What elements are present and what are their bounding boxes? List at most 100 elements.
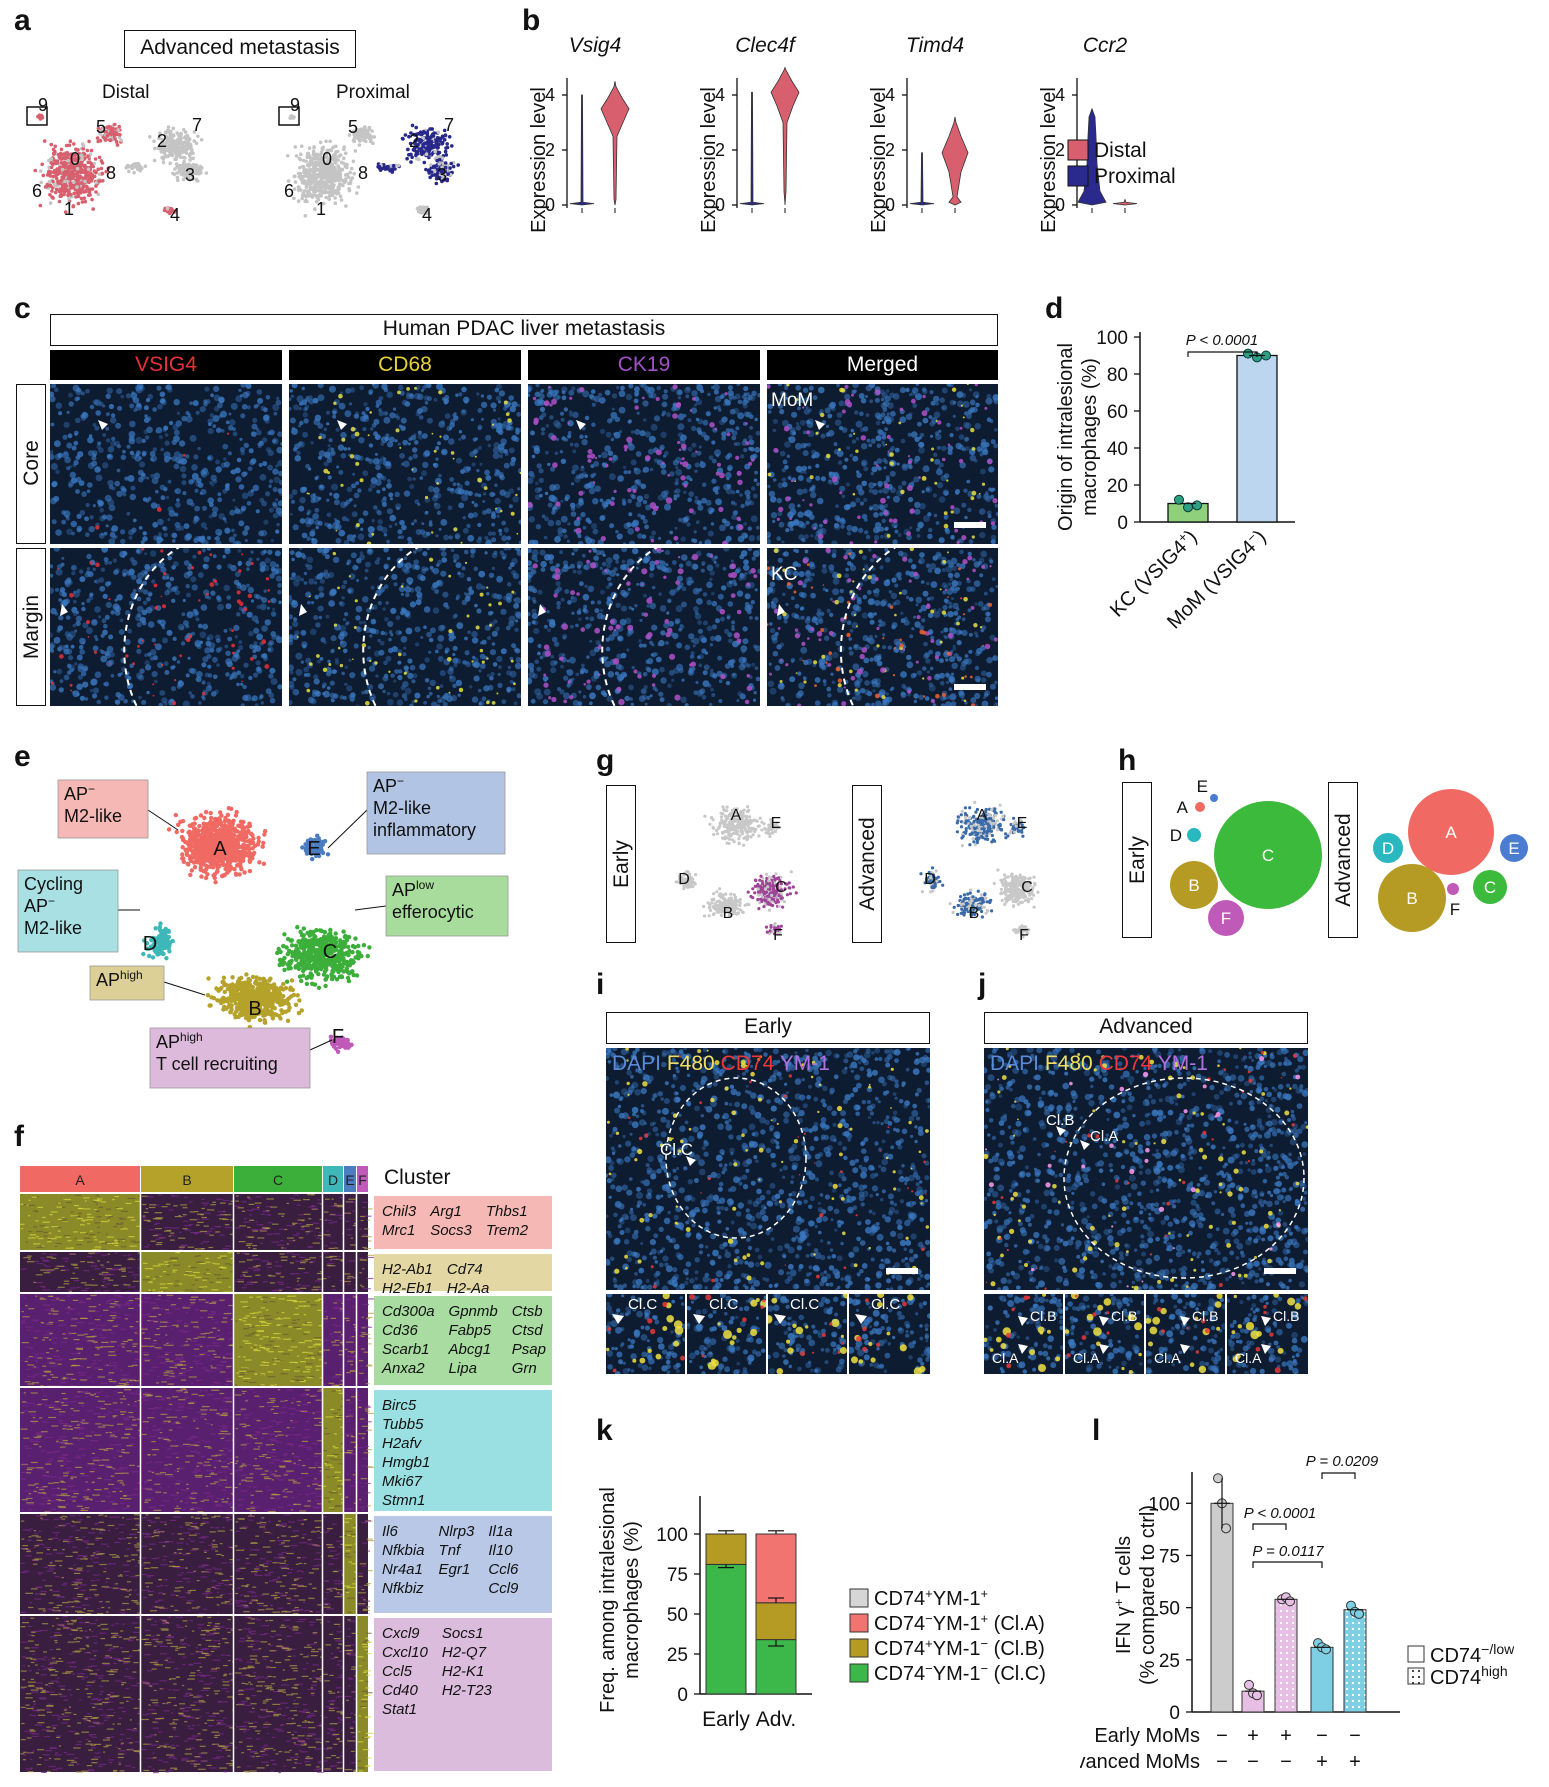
nucleus [374,452,378,456]
umap-cell [168,129,173,134]
umap-cell [114,139,119,144]
nucleus [400,425,406,431]
nucleus [884,460,889,465]
nucleus [711,478,717,484]
nucleus [734,393,741,400]
nucleus [882,431,887,437]
nucleus [129,557,135,562]
stain [809,475,814,480]
nucleus [228,412,232,416]
stain [438,390,443,395]
umap-cell [299,152,303,156]
stain [569,396,573,400]
stain [661,461,665,465]
stain [849,541,854,544]
stain [673,535,679,541]
nucleus [81,412,89,419]
umap-cell [338,194,343,199]
nucleus [205,640,212,647]
stain [160,595,163,598]
nucleus [261,653,268,659]
nucleus [754,446,760,453]
nucleus [146,416,152,421]
nucleus [480,401,488,409]
umap-cell [96,192,101,197]
umap-cell [409,160,413,164]
umap-cell [65,188,70,193]
umap-cell [83,163,87,168]
nucleus [75,417,81,424]
nucleus [555,437,559,441]
nucleus [258,441,264,447]
nucleus [89,592,94,597]
umap-cell [53,190,58,195]
nucleus [750,515,758,523]
nucleus [189,434,197,442]
nucleus [355,605,363,613]
umap-cell [119,138,123,143]
stain [241,553,244,556]
nucleus [301,532,308,539]
nucleus [673,489,678,494]
umap-cell [82,196,87,200]
stain [736,470,742,476]
stain [505,412,510,416]
stain [318,435,322,440]
nucleus [740,503,745,509]
nucleus [380,441,385,446]
nucleus [508,426,512,430]
nucleus [452,482,457,486]
nucleus [412,453,418,459]
umap-cell [113,122,117,127]
nucleus [113,569,119,575]
stain [981,482,986,486]
nucleus [102,629,108,636]
umap-cell [177,167,182,171]
nucleus [553,420,561,427]
nucleus [258,462,263,468]
umap-cell [61,164,65,168]
nucleus [884,427,888,431]
nucleus [234,508,241,514]
nucleus [443,398,449,404]
nucleus [314,519,320,526]
umap-cell [456,163,460,167]
nucleus [169,420,174,426]
nucleus [81,641,85,645]
nucleus [106,645,114,653]
violin-shape [1112,198,1138,206]
cluster-number-0: 0 [70,149,80,169]
umap-cell [176,139,181,144]
stain [735,455,740,460]
nucleus [693,403,698,407]
nucleus [215,540,222,544]
nucleus [616,533,623,540]
nucleus [194,488,199,493]
nucleus [498,454,504,459]
umap-cell [182,173,186,178]
nucleus [782,459,788,465]
nucleus [105,393,111,399]
nucleus [915,384,919,386]
stain [227,432,230,435]
nucleus [986,510,992,516]
nucleus [159,484,166,491]
nucleus [59,679,64,683]
nucleus [942,489,949,496]
nucleus [564,497,569,502]
nucleus [100,532,104,536]
nucleus [257,397,264,404]
nucleus [438,473,442,478]
stain [232,651,235,655]
umap-cell [407,153,411,157]
nucleus [545,450,549,455]
nucleus [918,446,925,454]
stain [954,528,959,533]
stain [841,409,846,414]
cluster-number-6: 6 [32,181,42,201]
nucleus [239,584,247,591]
nucleus [818,539,824,544]
nucleus [848,433,853,438]
stain [900,489,905,494]
cluster-number-5: 5 [96,117,106,137]
